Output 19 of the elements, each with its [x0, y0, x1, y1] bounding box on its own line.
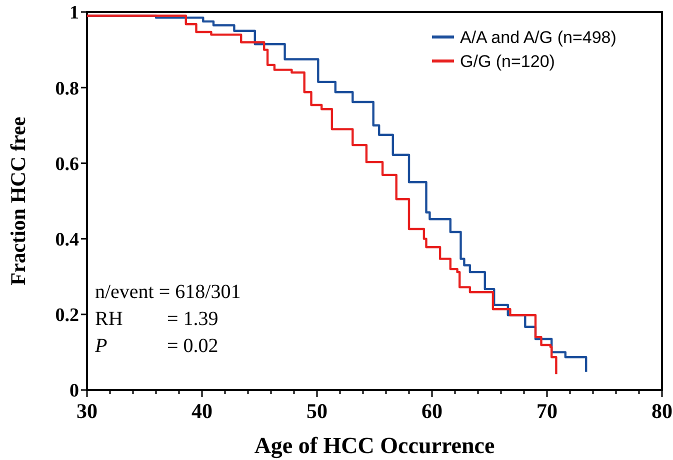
y-tick-label: 0.8: [55, 78, 79, 100]
legend-label: A/A and A/G (n=498): [460, 28, 616, 47]
text: P = 0.02: [95, 335, 218, 357]
text: RH = 1.39: [95, 308, 218, 330]
x-tick-label: 30: [76, 399, 98, 423]
x-tick-label: 50: [306, 399, 328, 423]
x-tick-label: 60: [422, 399, 442, 423]
y-tick-label: 0.4: [55, 229, 80, 250]
x-tick-label: 40: [192, 399, 212, 423]
legend-label: G/G (n=120): [460, 52, 555, 71]
x-tick-label: 80: [652, 399, 672, 423]
y-tick-label: 0.6: [55, 154, 79, 175]
y-tick-label: 0.2: [55, 305, 79, 326]
y-tick-label: 1: [70, 2, 79, 24]
x-tick-label: 70: [536, 399, 558, 423]
y-tick-label: 0: [70, 380, 79, 402]
y-axis-title: Fraction HCC free: [6, 116, 30, 286]
annotation: n/event = 618/301: [95, 281, 241, 303]
x-axis-title: Age of HCC Occurrence: [254, 433, 495, 459]
